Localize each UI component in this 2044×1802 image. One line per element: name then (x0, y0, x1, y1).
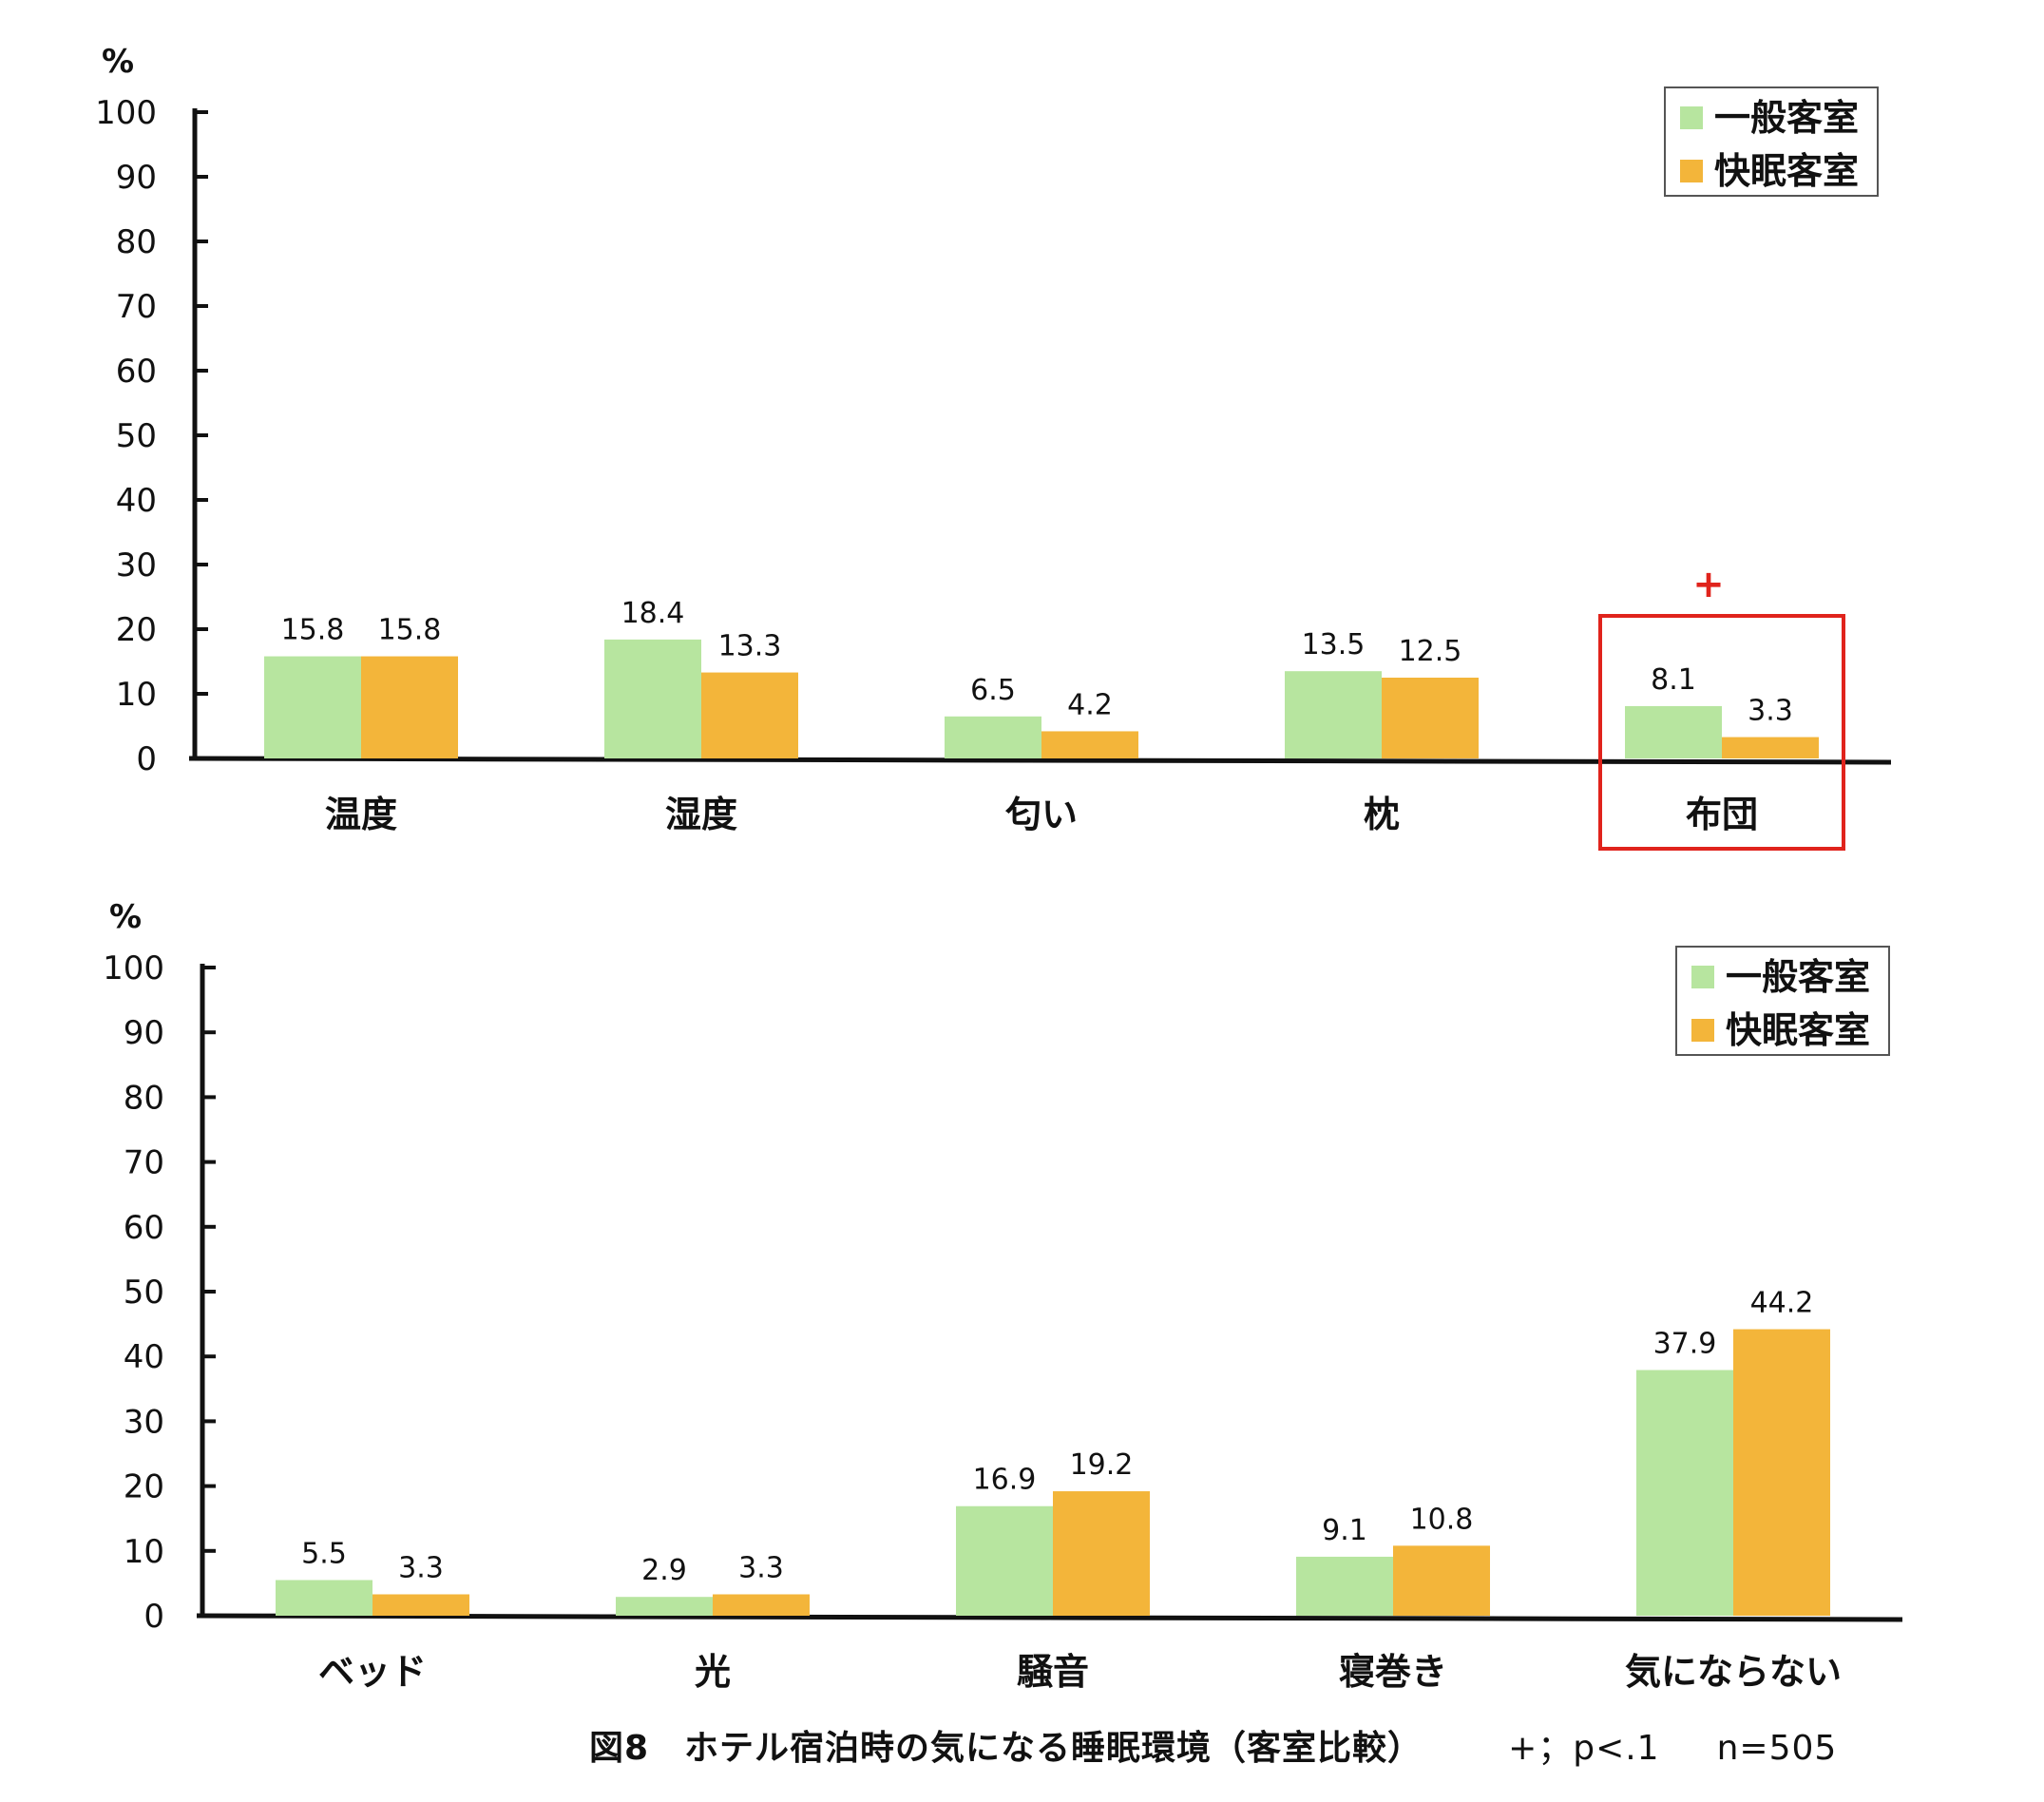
y-tick-label: 10 (124, 1533, 164, 1571)
legend-swatch-sleep (1680, 160, 1703, 182)
caption-significance-note: +；p<.1 (1508, 1729, 1660, 1768)
y-tick-label: 100 (103, 949, 164, 987)
figure-caption: 図8 ホテル宿泊時の気になる睡眠環境（客室比較） +；p<.1 n=505 (589, 1720, 1837, 1770)
bar-general-3 (1296, 1556, 1393, 1616)
y-tick-label: 70 (124, 1144, 164, 1182)
bar-sleep-2 (1053, 1491, 1150, 1616)
legend-label: 快眠客室 (1714, 150, 1859, 192)
bar-general-4 (1636, 1370, 1733, 1616)
data-label: 12.5 (1399, 635, 1462, 668)
data-label: 15.8 (281, 614, 345, 647)
data-label: 19.2 (1070, 1448, 1134, 1482)
data-label: 5.5 (301, 1537, 347, 1570)
data-label: 8.1 (1651, 663, 1696, 697)
y-tick-label: 100 (95, 94, 157, 132)
bar-general-4 (1625, 705, 1722, 758)
data-label: 6.5 (970, 674, 1016, 707)
legend-swatch-general (1691, 966, 1714, 988)
data-label: 3.3 (398, 1551, 444, 1584)
y-tick-label: 0 (143, 1598, 164, 1636)
y-tick-label: 40 (116, 482, 157, 520)
data-label: 4.2 (1067, 688, 1113, 721)
x-axis-line (196, 1613, 1903, 1622)
bar-sleep-4 (1733, 1329, 1830, 1616)
category-label: 匂い (1004, 794, 1078, 835)
caption-sample-size: n=505 (1716, 1729, 1838, 1768)
bar-sleep-4 (1722, 737, 1819, 758)
highlight-box (1598, 614, 1845, 851)
bar-general-3 (1285, 671, 1382, 758)
y-axis-unit: % (109, 898, 142, 936)
data-label: 2.9 (641, 1554, 687, 1587)
y-tick-label: 30 (116, 546, 157, 585)
category-label: 布団 (1686, 794, 1758, 835)
data-label: 37.9 (1653, 1328, 1717, 1361)
category-label: 光 (695, 1651, 731, 1693)
bar-general-1 (616, 1597, 713, 1616)
y-tick-label: 40 (124, 1338, 164, 1376)
chart-bottom: % 0 10 20 30 40 50 60 70 80 90 100 5.5 3.3 ベッド 2.9 3.3 光 1… (0, 855, 2044, 1711)
legend-swatch-sleep (1691, 1019, 1714, 1042)
bar-general-1 (604, 639, 701, 758)
y-tick-label: 50 (124, 1274, 164, 1312)
bar-general-0 (276, 1580, 373, 1616)
chart-top-svg: % 0 10 20 30 40 50 60 70 80 90 100 15.8 15.8 温度 18.4 13.… (95, 43, 1892, 851)
bar-sleep-3 (1393, 1545, 1490, 1616)
category-label: 温度 (325, 794, 397, 835)
data-label: 13.3 (718, 630, 782, 663)
bar-sleep-1 (701, 672, 798, 758)
y-tick-label: 90 (116, 159, 157, 197)
x-axis-line (188, 756, 1892, 765)
significance-mark: + (1692, 563, 1725, 606)
bar-general-0 (264, 656, 361, 758)
bar-sleep-1 (713, 1594, 810, 1616)
y-tick-label: 50 (116, 417, 157, 455)
y-tick-label: 10 (116, 676, 157, 714)
y-tick-label: 20 (116, 611, 157, 649)
bar-general-2 (956, 1505, 1053, 1616)
bar-sleep-0 (373, 1594, 469, 1616)
category-label: 騒音 (1017, 1651, 1089, 1693)
bar-sleep-2 (1041, 731, 1138, 758)
data-label: 9.1 (1322, 1514, 1367, 1547)
caption-title: 図8 ホテル宿泊時の気になる睡眠環境（客室比較） (589, 1729, 1423, 1768)
data-label: 3.3 (738, 1551, 784, 1584)
y-tick-label: 70 (116, 288, 157, 326)
legend-box (1664, 86, 1879, 197)
data-label: 18.4 (621, 597, 685, 630)
data-label: 10.8 (1410, 1503, 1474, 1536)
data-label: 3.3 (1748, 695, 1793, 728)
y-tick-label: 60 (116, 353, 157, 391)
y-tick-label: 20 (124, 1468, 164, 1506)
chart-bottom-svg: % 0 10 20 30 40 50 60 70 80 90 100 5.5 3.3 ベッド 2.9 3.3 光 1… (103, 898, 1903, 1693)
y-tick-label: 80 (124, 1079, 164, 1117)
bar-sleep-0 (361, 656, 458, 758)
data-label: 16.9 (973, 1464, 1037, 1497)
y-tick-label: 60 (124, 1209, 164, 1247)
legend-label: 一般客室 (1714, 97, 1859, 139)
y-tick-label: 80 (116, 223, 157, 261)
category-label: 気にならない (1625, 1651, 1842, 1693)
y-axis-unit: % (102, 43, 134, 81)
y-tick-label: 90 (124, 1014, 164, 1052)
y-tick-label: 30 (124, 1403, 164, 1441)
category-label: 寝巻き (1339, 1651, 1447, 1693)
category-label: ベッド (318, 1651, 427, 1693)
data-label: 15.8 (378, 614, 442, 647)
legend-label: 快眠客室 (1726, 1009, 1870, 1051)
bar-sleep-3 (1382, 678, 1479, 758)
legend-swatch-general (1680, 106, 1703, 129)
category-label: 湿度 (665, 794, 737, 835)
data-label: 44.2 (1750, 1287, 1814, 1320)
y-tick-label: 0 (136, 740, 157, 778)
bar-general-2 (945, 716, 1041, 758)
legend-label: 一般客室 (1726, 956, 1870, 998)
data-label: 13.5 (1302, 628, 1366, 661)
chart-top: % 0 10 20 30 40 50 60 70 80 90 100 15.8 15.8 温度 18.4 13.… (0, 0, 2044, 855)
category-label: 枕 (1364, 794, 1400, 835)
